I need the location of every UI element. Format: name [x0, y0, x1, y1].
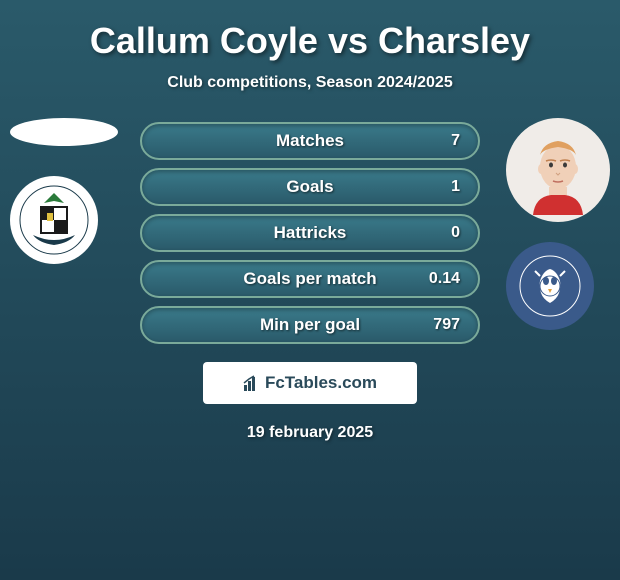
club-1-badge [10, 176, 98, 264]
chart-icon [243, 375, 261, 391]
stat-label: Hattricks [274, 223, 347, 243]
stat-bar-gpm: Goals per match 0.14 [140, 260, 480, 298]
stat-value: 0.14 [429, 270, 460, 288]
stat-value: 797 [433, 316, 460, 334]
stat-bar-matches: Matches 7 [140, 122, 480, 160]
date-text: 19 february 2025 [247, 424, 373, 442]
club-1-logo-icon [19, 185, 89, 255]
page-subtitle: Club competitions, Season 2024/2025 [167, 74, 452, 92]
player-2-avatar [506, 118, 610, 222]
watermark-box: FcTables.com [203, 362, 417, 404]
left-avatars [10, 118, 118, 284]
stat-bar-hattricks: Hattricks 0 [140, 214, 480, 252]
stat-label: Goals [286, 177, 333, 197]
watermark-label: FcTables.com [265, 373, 377, 393]
stat-label: Goals per match [243, 269, 376, 289]
right-avatars [506, 118, 610, 350]
club-2-logo-icon [515, 251, 585, 321]
stat-value: 1 [451, 178, 460, 196]
stat-bar-mpg: Min per goal 797 [140, 306, 480, 344]
stat-label: Min per goal [260, 315, 360, 335]
player-1-placeholder [10, 118, 118, 146]
stat-value: 7 [451, 132, 460, 150]
stat-bar-goals: Goals 1 [140, 168, 480, 206]
player-face-icon [513, 125, 603, 215]
page-title: Callum Coyle vs Charsley [90, 20, 530, 62]
stat-label: Matches [276, 131, 344, 151]
club-2-badge [506, 242, 594, 330]
stat-value: 0 [451, 224, 460, 242]
watermark-text: FcTables.com [243, 373, 377, 393]
